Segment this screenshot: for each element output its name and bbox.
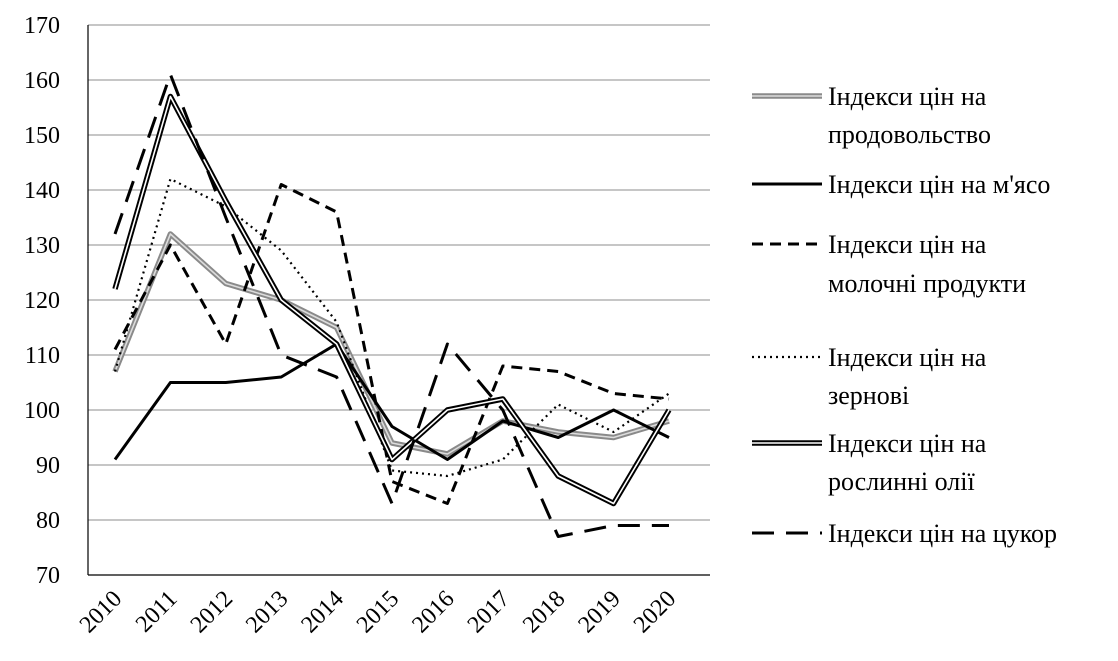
series-line-5 — [113, 73, 669, 538]
series-path — [114, 95, 670, 505]
legend-label: Індекси цін на м'ясо — [828, 170, 1050, 199]
series-path — [112, 231, 670, 457]
series-path — [113, 177, 670, 478]
legend-label: зернові — [828, 381, 909, 410]
legend-item-5: Індекси цін на цукор — [752, 519, 1057, 548]
x-tick-label: 2015 — [352, 586, 404, 638]
gridlines — [88, 24, 710, 521]
x-tick-label: 2011 — [131, 586, 183, 638]
y-tick-label: 150 — [24, 123, 60, 149]
y-tick-label: 90 — [36, 453, 60, 479]
legend-label: Індекси цін на — [828, 230, 987, 259]
x-tick-label: 2018 — [518, 586, 570, 638]
y-tick-label: 120 — [24, 288, 60, 314]
legend-label: рослинні олії — [828, 467, 975, 496]
series-line-0 — [112, 231, 670, 457]
x-tick-label: 2014 — [297, 586, 349, 638]
legend-label: продовольство — [828, 120, 991, 149]
y-tick-label: 110 — [25, 343, 60, 369]
y-tick-label: 170 — [24, 13, 60, 39]
y-tick-label: 100 — [24, 398, 60, 424]
legend-label: Індекси цін на — [828, 82, 987, 111]
legend-label: Індекси цін на — [828, 429, 987, 458]
x-tick-label: 2020 — [629, 586, 681, 638]
series-line-4 — [112, 93, 672, 507]
series-line-3 — [113, 177, 670, 478]
legend-item-0: Індекси цін на продовольство — [752, 82, 991, 149]
series-path — [113, 73, 669, 538]
series-path — [113, 342, 670, 461]
legend-label: Індекси цін на цукор — [828, 519, 1057, 548]
y-tick-label: 160 — [24, 68, 60, 94]
legend-label: Індекси цін на — [828, 343, 987, 372]
legend-item-3: Індекси цін на зернові — [752, 343, 987, 410]
x-tick-label: 2010 — [75, 586, 127, 638]
legend-label: молочні продукти — [828, 269, 1026, 298]
y-tick-label: 140 — [24, 178, 60, 204]
series-line-1 — [113, 342, 670, 461]
legend-item-1: Індекси цін на м'ясо — [752, 170, 1050, 199]
y-tick-label: 70 — [36, 563, 60, 589]
series-lines — [112, 73, 672, 538]
x-tick-label: 2019 — [574, 586, 626, 638]
x-tick-label: 2017 — [463, 586, 515, 638]
y-tick-label: 130 — [24, 233, 60, 259]
x-tick-label: 2013 — [241, 586, 293, 638]
y-axis-ticks: 70 80 90 100 110 120 130 140 150 160 170 — [24, 13, 60, 589]
y-tick-label: 80 — [36, 508, 60, 534]
x-axis-ticks: 2010 2011 2012 2013 2014 2015 2016 2017 2018 2019… — [75, 586, 681, 638]
axes — [87, 25, 710, 576]
x-tick-label: 2012 — [186, 586, 238, 638]
x-tick-label: 2016 — [407, 586, 459, 638]
series-path — [114, 233, 670, 455]
legend-item-2: Індекси цін на молочні продукти — [752, 230, 1026, 298]
legend-item-4: Індекси цін на рослинні олії — [752, 429, 987, 496]
